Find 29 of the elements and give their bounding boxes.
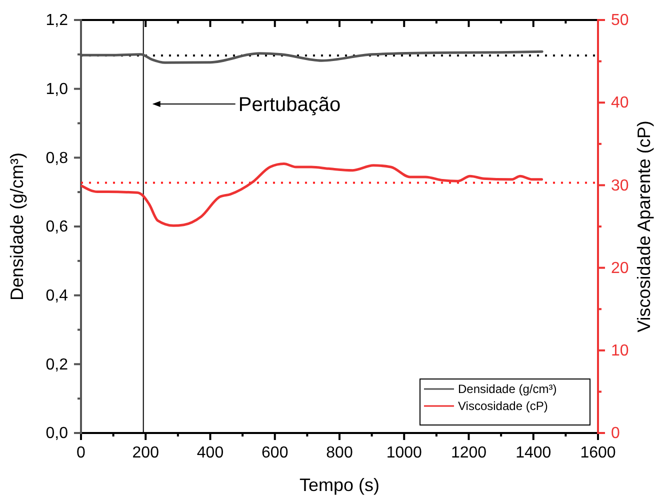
- x-tick-label: 0: [76, 444, 86, 462]
- legend-label: Densidade (g/cm³): [458, 382, 557, 396]
- y-tick-label: 0,6: [46, 218, 68, 236]
- y2-tick-label: 20: [611, 260, 629, 277]
- x-tick-label: 1600: [580, 444, 616, 462]
- x-tick-label: 1000: [386, 444, 422, 462]
- y2-tick-label: 50: [611, 12, 629, 30]
- y2-tick-label: 30: [611, 177, 629, 194]
- x-tick-label: 800: [326, 444, 353, 462]
- y-tick-label: 0,0: [46, 425, 68, 442]
- x-tick-label: 200: [132, 444, 160, 462]
- y2-tick-label: 0: [611, 425, 620, 442]
- y-axis-title: Densidade (g/cm³): [7, 152, 27, 301]
- y-tick-label: 0,2: [46, 356, 68, 374]
- y2-tick-label: 10: [611, 342, 629, 360]
- y2-tick-label: 40: [611, 94, 629, 112]
- y2-axis-title: Viscosidade Aparente (cP): [634, 120, 654, 332]
- y-tick-label: 0,4: [46, 287, 68, 304]
- y-tick-label: 1,2: [46, 12, 68, 30]
- x-axis-title: Tempo (s): [299, 475, 380, 495]
- y-tick-label: 1,0: [46, 80, 68, 98]
- y-tick-label: 0,8: [46, 150, 68, 167]
- x-tick-label: 600: [262, 444, 288, 462]
- x-tick-label: 400: [196, 444, 224, 462]
- legend-label: Viscosidade (cP): [458, 399, 548, 413]
- annotation: Pertubação: [238, 94, 341, 116]
- line-series: [80, 162, 544, 227]
- x-tick-label: 1200: [450, 444, 487, 462]
- x-tick-label: 1400: [516, 444, 552, 462]
